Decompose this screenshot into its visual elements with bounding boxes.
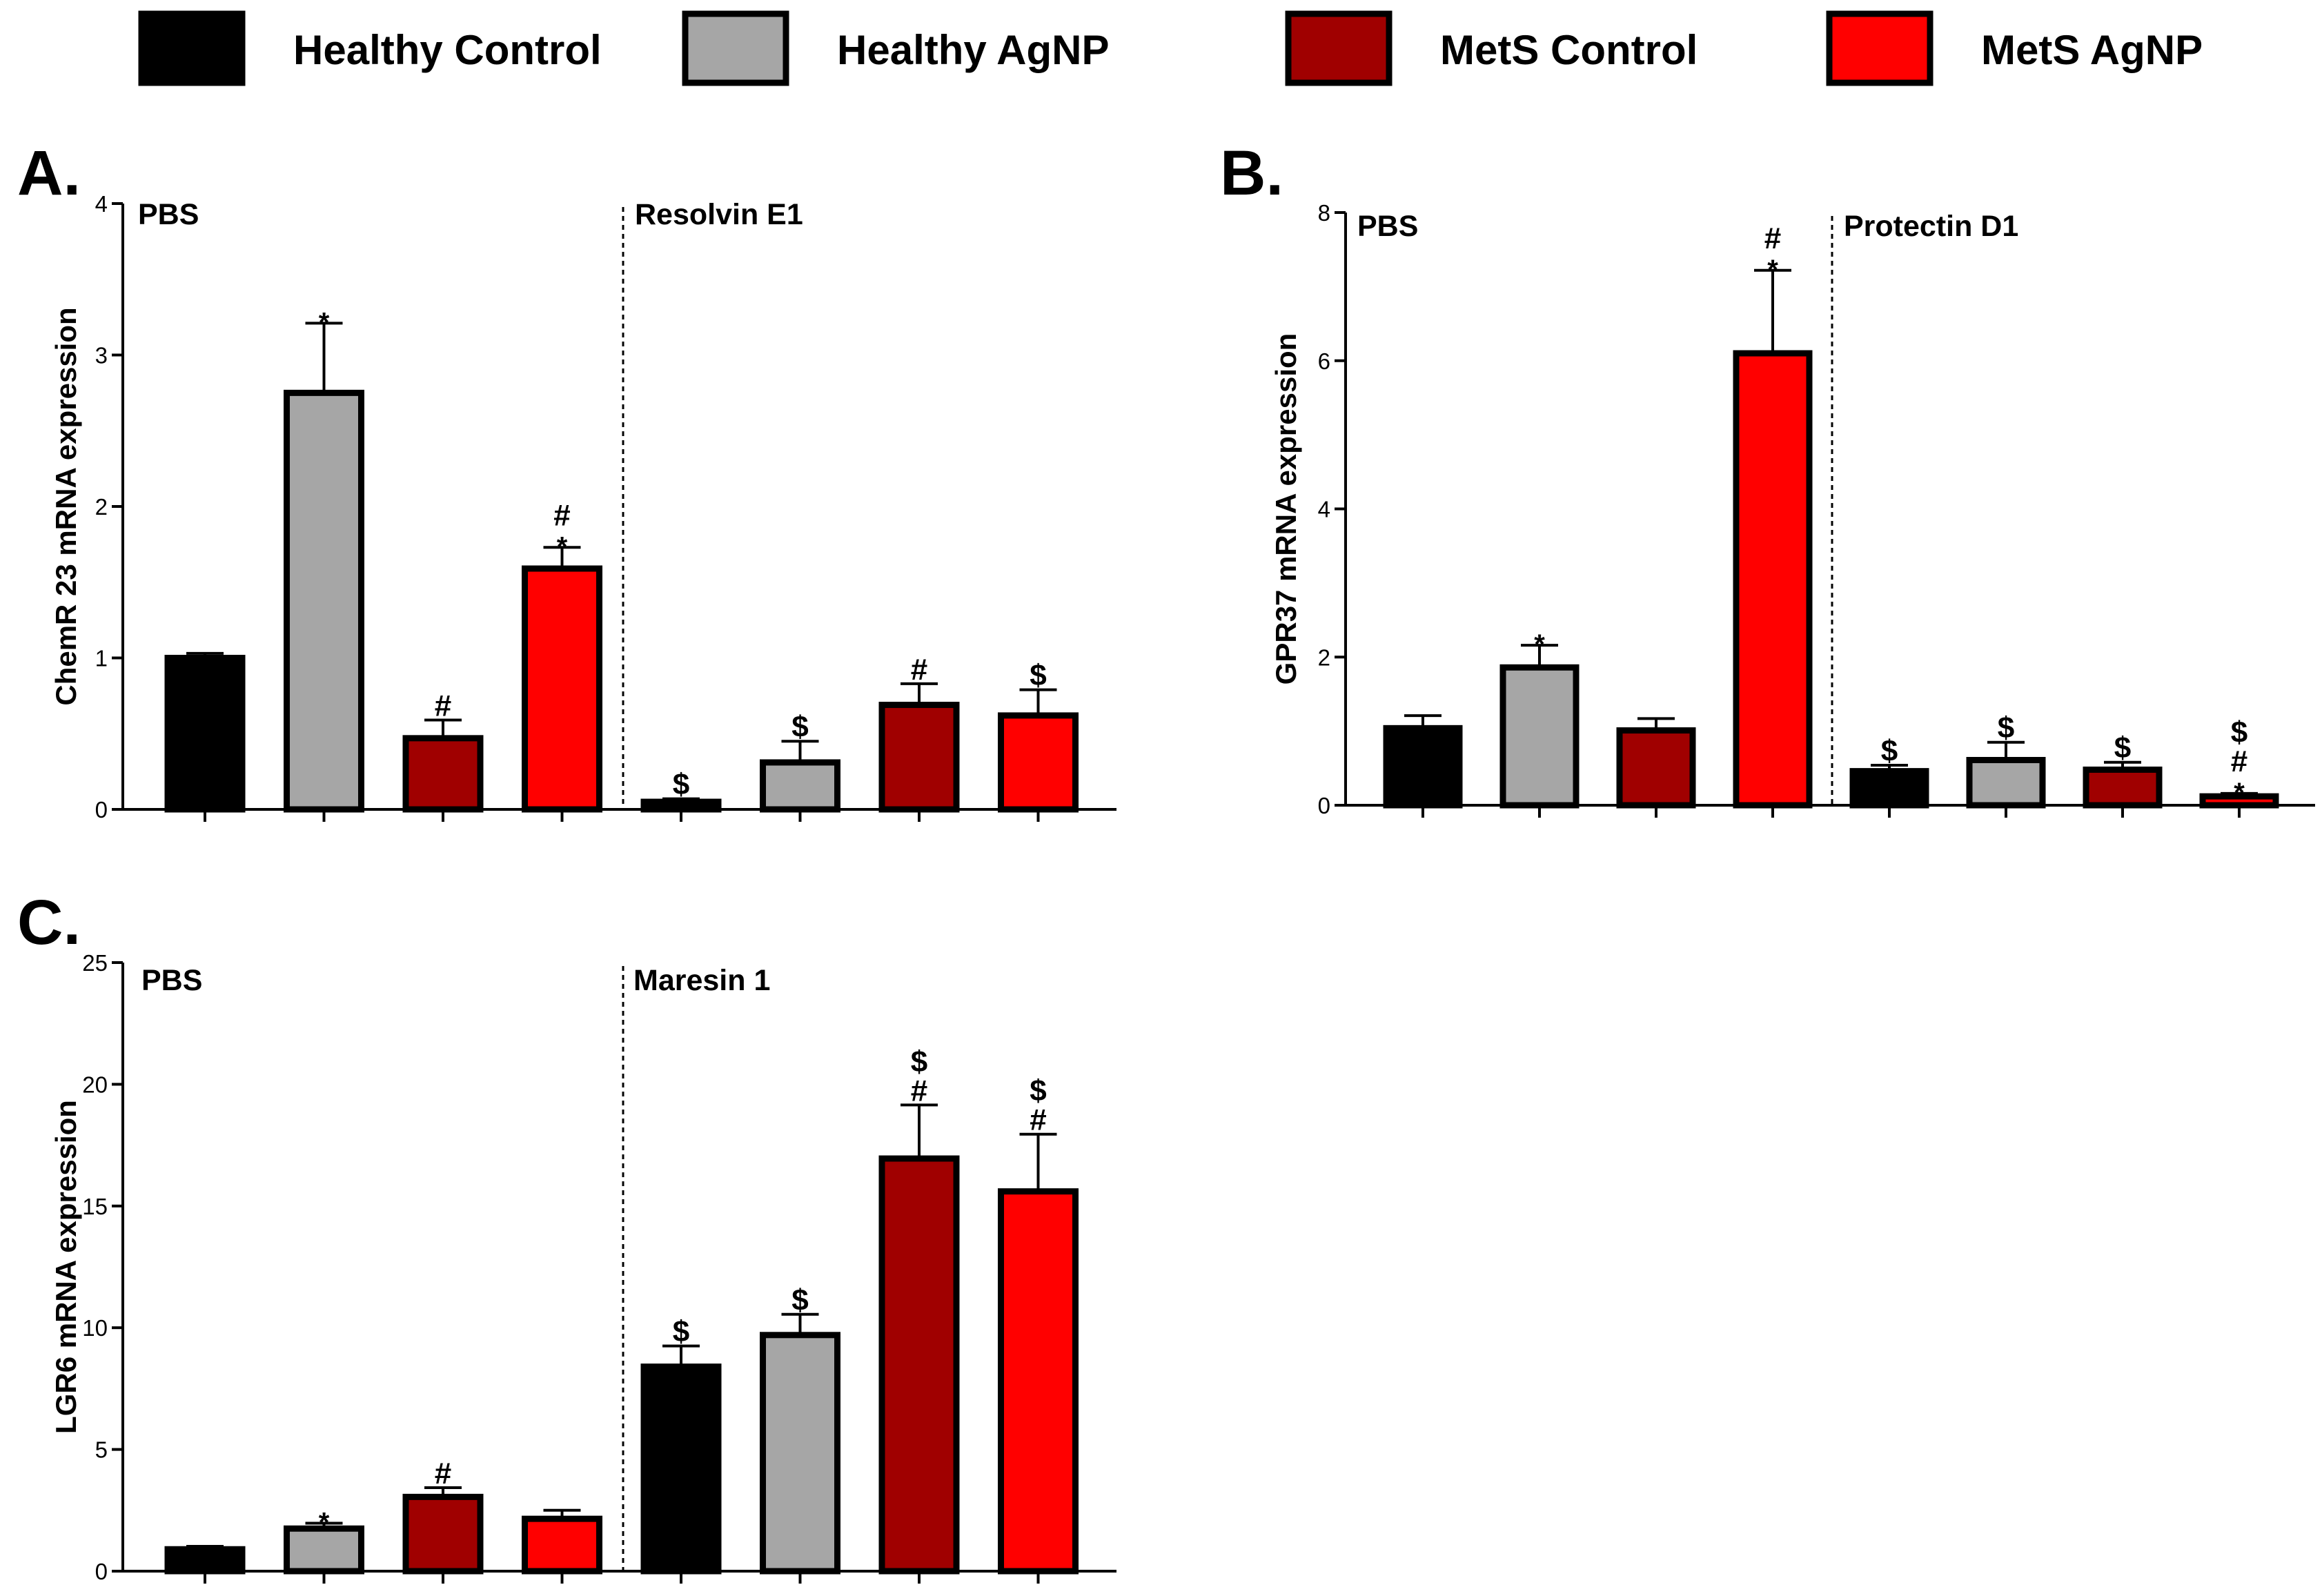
- bar: [1616, 727, 1696, 809]
- bar: [164, 655, 246, 813]
- y-tick-label: 1: [95, 646, 108, 671]
- significance-mark: #: [435, 1457, 451, 1490]
- legend-label: Healthy Control: [293, 27, 602, 73]
- significance-mark: $: [673, 1315, 689, 1349]
- legend-label: MetS AgNP: [1981, 27, 2203, 73]
- bar: [1499, 664, 1580, 809]
- y-axis-title: ChemR 23 mRNA expression: [50, 307, 82, 705]
- legend-item-2: Healthy AgNP: [682, 10, 1110, 86]
- legend-item-1: Healthy Control: [138, 10, 602, 86]
- y-tick-label: 0: [95, 1559, 108, 1584]
- bar: [402, 735, 484, 813]
- bar: [998, 1188, 1079, 1575]
- y-tick-label: 2: [95, 494, 108, 520]
- section-label-treatment: Maresin 1: [633, 964, 770, 997]
- significance-mark: $: [673, 768, 689, 802]
- significance-mark: #: [911, 1074, 927, 1107]
- significance-mark: $: [1881, 734, 1898, 768]
- panel-a: A. ChemR 23 mRNA expression 0 1 2 3 4 PBS Resolv…: [17, 138, 1116, 822]
- panel-b: B. GPR37 mRNA expression 0 2 4 6 8 PBS Protectin…: [1220, 138, 2315, 818]
- bar: [284, 389, 364, 813]
- y-tick-label: 2: [1318, 644, 1330, 670]
- significance-mark: $: [1030, 659, 1046, 693]
- bar: [760, 759, 840, 813]
- bar: [760, 1332, 840, 1575]
- significance-mark: #: [1030, 1103, 1046, 1137]
- legend-swatch: [682, 10, 789, 86]
- y-axis-title: GPR37 mRNA expression: [1270, 333, 1302, 685]
- significance-mark: $: [2231, 716, 2247, 749]
- significance-mark: #: [1764, 221, 1781, 255]
- significance-mark: $: [791, 1283, 808, 1317]
- y-tick-label: 0: [95, 797, 108, 822]
- y-tick-label: 0: [1318, 793, 1330, 818]
- significance-mark: *: [2234, 778, 2245, 808]
- section-label-treatment: Resolvin E1: [635, 198, 803, 231]
- significance-mark: $: [1030, 1074, 1046, 1108]
- significance-mark: $: [2114, 731, 2131, 765]
- bar: [878, 1155, 960, 1575]
- legend-label: MetS Control: [1440, 27, 1698, 73]
- section-label-pbs: PBS: [1357, 210, 1418, 243]
- legend-item-3: MetS Control: [1285, 10, 1698, 86]
- legend-label: Healthy AgNP: [837, 27, 1110, 73]
- panel-letter: C.: [17, 887, 81, 958]
- bar: [164, 1546, 246, 1575]
- section-label-treatment: Protectin D1: [1844, 210, 2018, 243]
- y-axis-title: LGR6 mRNA expression: [50, 1100, 82, 1434]
- section-label-pbs: PBS: [138, 198, 199, 231]
- legend-swatch: [1826, 10, 1934, 86]
- bar: [998, 712, 1079, 813]
- bar: [1383, 725, 1463, 809]
- bar: [2083, 766, 2163, 809]
- significance-mark: *: [557, 531, 568, 562]
- significance-mark: $: [791, 710, 808, 744]
- panel-c: C. LGR6 mRNA expression 0 5 10 15 20 25 PBS Mares…: [17, 887, 1116, 1584]
- y-tick-label: 20: [82, 1072, 108, 1097]
- significance-mark: *: [1767, 255, 1778, 285]
- bar: [402, 1493, 484, 1575]
- legend-item-4: MetS AgNP: [1826, 10, 2203, 86]
- legend: Healthy Control Healthy AgNP MetS Control M…: [138, 10, 2203, 86]
- y-tick-label: 4: [1318, 497, 1330, 522]
- y-tick-label: 25: [82, 950, 108, 976]
- significance-mark: *: [319, 307, 330, 337]
- significance-mark: *: [319, 1507, 330, 1537]
- bar: [640, 1363, 722, 1575]
- section-label-pbs: PBS: [141, 964, 202, 997]
- significance-mark: #: [553, 498, 570, 532]
- panel-letter: B.: [1220, 138, 1283, 208]
- y-tick-label: 6: [1318, 348, 1330, 374]
- bar: [878, 702, 960, 813]
- y-tick-label: 4: [95, 191, 108, 217]
- bar: [1849, 768, 1929, 809]
- bar: [1733, 350, 1813, 809]
- y-tick-label: 15: [82, 1194, 108, 1219]
- chart-panels: A. ChemR 23 mRNA expression 0 1 2 3 4 PBS Resolv…: [17, 138, 2315, 1584]
- y-tick-label: 10: [82, 1315, 108, 1341]
- significance-mark: *: [1534, 629, 1545, 660]
- significance-mark: #: [2231, 745, 2247, 778]
- y-tick-label: 3: [95, 343, 108, 368]
- significance-mark: #: [911, 653, 927, 687]
- panel-letter: A.: [17, 138, 81, 208]
- y-tick-label: 8: [1318, 200, 1330, 226]
- bar: [640, 798, 722, 813]
- legend-swatch: [1285, 10, 1393, 86]
- legend-swatch: [138, 10, 246, 86]
- bar: [522, 1515, 602, 1575]
- bar: [1966, 757, 2046, 809]
- bar: [522, 565, 602, 813]
- significance-mark: #: [435, 689, 451, 722]
- significance-mark: $: [1998, 711, 2014, 745]
- significance-mark: $: [911, 1045, 927, 1078]
- y-tick-label: 5: [95, 1437, 108, 1463]
